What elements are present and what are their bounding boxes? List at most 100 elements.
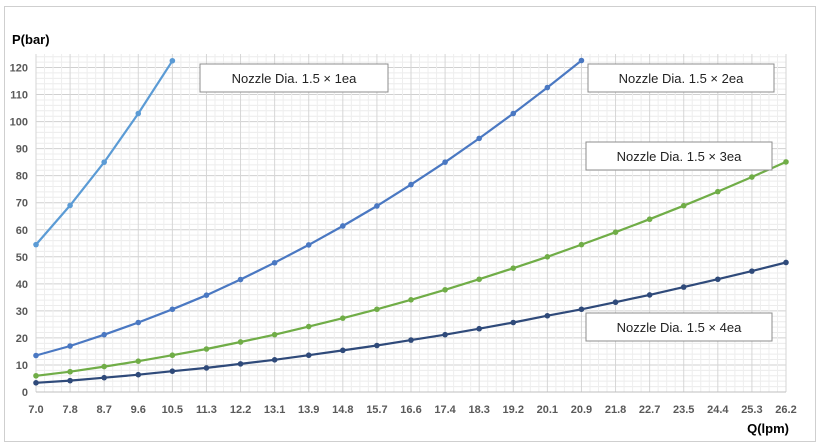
data-point-series-2: [578, 57, 585, 64]
data-point-series-2: [408, 181, 414, 188]
data-point-series-2: [305, 242, 312, 248]
data-point-series-4: [135, 371, 142, 378]
x-tick-label: 10.5: [162, 404, 183, 416]
x-tick-label: 20.9: [571, 404, 592, 416]
data-point-series-3: [715, 188, 721, 195]
x-tick-label: 16.6: [400, 404, 421, 416]
data-point-series-2: [340, 223, 346, 229]
data-point-series-2: [67, 343, 73, 349]
x-axis-title: Q(lpm): [747, 421, 789, 436]
data-point-series-4: [271, 357, 278, 363]
data-point-series-3: [203, 346, 210, 352]
y-tick-label: 20: [16, 333, 28, 345]
callout-series-4: Nozzle Dia. 1.5 × 4ea: [585, 312, 773, 342]
data-point-series-2: [237, 276, 244, 283]
data-point-series-1: [33, 241, 39, 248]
x-tick-label: 25.3: [741, 404, 762, 416]
x-tick-label: 14.8: [332, 404, 353, 416]
callout-label: Nozzle Dia. 1.5 × 4ea: [617, 320, 742, 335]
data-point-series-3: [783, 159, 789, 165]
y-tick-label: 60: [16, 225, 28, 237]
data-point-series-3: [442, 286, 448, 293]
data-point-series-1: [101, 159, 107, 165]
data-point-series-3: [476, 276, 482, 283]
x-tick-label: 11.3: [196, 404, 217, 416]
y-tick-label: 40: [16, 279, 28, 291]
data-point-series-4: [783, 259, 789, 266]
data-point-series-3: [67, 368, 73, 375]
data-point-series-4: [169, 368, 176, 374]
x-tick-label: 17.4: [434, 404, 456, 416]
y-tick-label: 0: [22, 387, 28, 399]
x-tick-label: 13.1: [264, 404, 285, 416]
callout-box: [585, 312, 773, 342]
data-point-series-4: [33, 380, 39, 386]
data-point-series-2: [33, 352, 39, 359]
data-point-series-3: [237, 339, 244, 345]
y-tick-label: 30: [16, 306, 28, 318]
x-tick-label: 22.7: [639, 404, 660, 416]
data-point-series-4: [510, 319, 517, 326]
data-point-series-4: [101, 374, 107, 381]
data-point-series-4: [646, 292, 653, 298]
data-point-series-4: [476, 325, 482, 332]
data-point-series-3: [101, 363, 107, 370]
x-tick-label: 26.2: [775, 404, 796, 416]
y-axis-title: P(bar): [12, 32, 50, 47]
data-point-series-4: [715, 276, 721, 283]
data-point-series-4: [203, 365, 210, 371]
data-point-series-3: [578, 241, 585, 248]
y-tick-label: 80: [16, 171, 28, 183]
data-point-series-2: [203, 292, 210, 298]
y-tick-label: 10: [16, 360, 28, 372]
data-point-series-3: [135, 358, 142, 364]
data-point-series-3: [305, 323, 312, 330]
chart-frame: [4, 6, 816, 442]
y-tick-label: 110: [10, 90, 28, 102]
x-tick-label: 7.0: [28, 404, 43, 416]
data-point-series-4: [237, 361, 244, 367]
data-point-series-2: [169, 306, 176, 313]
data-point-series-3: [544, 253, 551, 260]
x-tick-label: 19.2: [503, 404, 524, 416]
x-tick-label: 15.7: [366, 404, 387, 416]
callout-label: Nozzle Dia. 1.5 × 1ea: [232, 71, 357, 86]
data-point-series-4: [680, 284, 687, 290]
data-point-series-4: [374, 342, 380, 349]
data-point-series-2: [374, 203, 380, 209]
data-point-series-2: [135, 319, 142, 326]
y-tick-labels: 0 10 20 30 40 50 60 70 80 90 100 110 120: [10, 63, 28, 399]
data-point-series-2: [442, 159, 448, 165]
data-point-series-1: [67, 202, 73, 209]
x-tick-labels: 7.0 7.8 8.7 9.6 10.5 11.3 12.2 13.1 13.9 14.8 15.7…: [28, 404, 796, 416]
x-tick-label: 7.8: [62, 404, 77, 416]
y-tick-label: 120: [10, 63, 28, 75]
data-point-series-3: [374, 306, 380, 313]
data-point-series-3: [680, 202, 687, 209]
x-tick-label: 24.4: [707, 404, 729, 416]
data-point-series-2: [544, 84, 551, 91]
callout-label: Nozzle Dia. 1.5 × 3ea: [617, 149, 742, 164]
x-tick-label: 20.1: [537, 404, 558, 416]
data-point-series-3: [271, 331, 278, 338]
callout-box: [587, 63, 775, 93]
data-point-series-1: [135, 110, 142, 117]
y-tick-label: 70: [16, 198, 28, 210]
y-tick-label: 100: [10, 117, 28, 129]
data-point-series-4: [305, 352, 312, 359]
x-tick-label: 9.6: [131, 404, 146, 416]
data-point-series-4: [340, 347, 346, 354]
data-point-series-2: [271, 259, 278, 266]
data-point-series-3: [340, 315, 346, 321]
data-point-series-3: [169, 352, 176, 359]
callout-series-2: Nozzle Dia. 1.5 × 2ea: [587, 63, 775, 93]
data-point-series-4: [749, 268, 755, 274]
x-tick-label: 8.7: [97, 404, 112, 416]
data-point-series-4: [67, 377, 73, 384]
x-tick-label: 12.2: [230, 404, 251, 416]
data-point-series-4: [544, 312, 551, 319]
x-tick-label: 21.8: [605, 404, 626, 416]
callout-series-1: Nozzle Dia. 1.5 × 1ea: [199, 63, 389, 93]
data-point-series-3: [510, 265, 517, 271]
data-point-series-4: [612, 299, 619, 306]
